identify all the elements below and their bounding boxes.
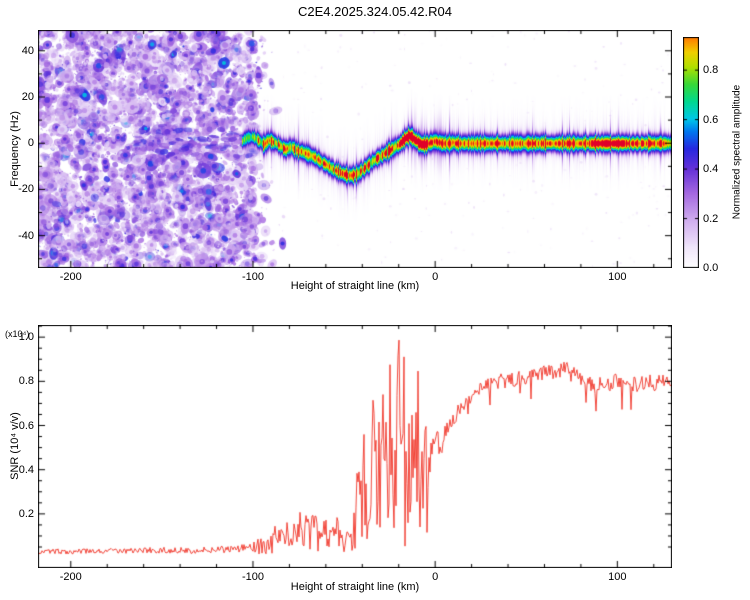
- tick-label: -200: [59, 571, 82, 583]
- tick-label: -20: [18, 183, 34, 196]
- tick-label: -40: [18, 229, 34, 242]
- spectrogram-x-axis-label: Height of straight line (km): [290, 280, 420, 292]
- snr-scale-note: (x10⁴): [5, 329, 30, 339]
- colorbar-label: Normalized spectral amplitude: [731, 84, 743, 220]
- tick-label: 100: [608, 271, 627, 283]
- tick-label: 0.4: [703, 163, 719, 176]
- tick-label: 0.2: [18, 507, 34, 520]
- tick-label: 0: [27, 137, 34, 150]
- colorbar-canvas: [683, 37, 699, 268]
- snr-y-axis-label: SNR (10⁴ v/v): [9, 412, 21, 480]
- tick-label: 0: [432, 571, 439, 583]
- tick-label: 0.0: [703, 262, 719, 274]
- tick-label: 40: [21, 44, 34, 57]
- tick-label: 0.4: [18, 463, 34, 476]
- tick-label: 1.0: [18, 331, 34, 344]
- tick-label: 0: [432, 271, 439, 283]
- spectrogram-y-axis-label: Frequency (Hz): [9, 111, 21, 187]
- tick-label: 20: [21, 91, 34, 103]
- tick-label: 0.6: [18, 419, 34, 432]
- spectrogram-canvas: [38, 30, 672, 268]
- tick-label: 0.8: [18, 375, 34, 388]
- snr-x-axis-label: Height of straight line (km): [290, 581, 420, 593]
- chart-title: C2E4.2025.324.05.42.R04: [298, 4, 452, 19]
- tick-label: 0.2: [703, 212, 719, 225]
- tick-label: 0.8: [703, 64, 719, 77]
- tick-label: 0.6: [703, 113, 719, 126]
- tick-label: -200: [59, 271, 82, 283]
- snr-canvas: [38, 325, 672, 568]
- tick-label: 100: [608, 571, 627, 583]
- tick-label: -100: [241, 571, 264, 583]
- tick-label: -100: [241, 271, 264, 283]
